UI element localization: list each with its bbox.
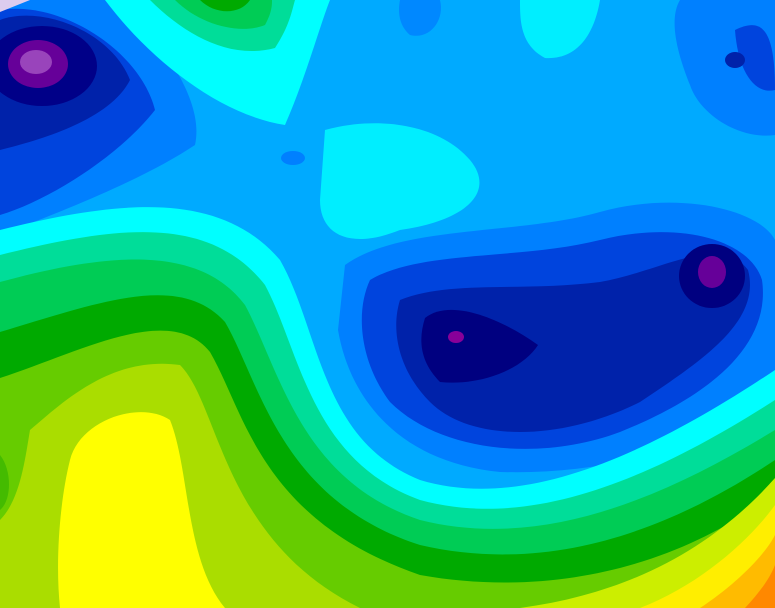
contour-band xyxy=(448,331,464,343)
contour-band xyxy=(725,52,745,68)
contour-band xyxy=(20,50,52,74)
contour-band xyxy=(320,123,480,239)
contour-band xyxy=(281,151,305,165)
contour-band xyxy=(0,0,30,12)
contour-band xyxy=(58,412,225,608)
contour-band xyxy=(735,25,775,91)
contour-band xyxy=(745,565,775,608)
contour-band xyxy=(396,253,750,432)
contour-band xyxy=(175,0,272,29)
contour-band xyxy=(0,455,9,510)
contour-band xyxy=(698,256,726,288)
contour-band xyxy=(200,0,250,12)
contour-band xyxy=(520,0,600,59)
contour-band xyxy=(421,309,538,383)
contour-band xyxy=(700,535,775,608)
contour-band xyxy=(399,0,441,36)
